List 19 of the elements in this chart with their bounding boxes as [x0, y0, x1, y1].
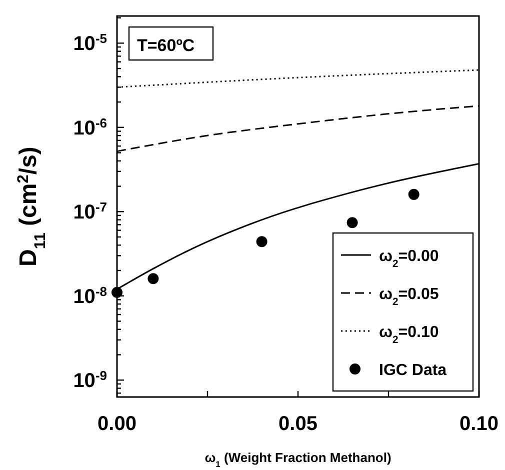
point — [148, 273, 159, 284]
point — [346, 217, 358, 228]
annotation: T=60ºC — [137, 36, 195, 55]
y-tick-label: 10$^{-8}$ — [73, 283, 107, 308]
x-tick-label: 0.00 — [98, 413, 136, 435]
y-tick-label: 10$^{-9}$ — [73, 368, 107, 392]
legend-label: IGC Data — [379, 362, 447, 379]
y-tick-label: 10$^{-5}$ — [73, 30, 107, 56]
legend-label: ω$_{2}$=0.00 — [379, 248, 439, 270]
point — [112, 286, 122, 298]
point — [256, 236, 268, 248]
legend-label: ω$_{2}$=0.10 — [379, 324, 439, 346]
legend-label: ω$_{2}$=0.05 — [379, 286, 439, 308]
x-tick-label: 0.10 — [460, 413, 498, 435]
x-axis-title: ω$_{1}$ (Weight Fraction Methanol) — [204, 450, 392, 469]
y-tick-label: 10$^{-6}$ — [73, 114, 107, 140]
point — [408, 188, 420, 200]
y-tick-label: 10$^{-7}$ — [73, 199, 107, 224]
x-tick-label: 0.05 — [278, 413, 318, 435]
